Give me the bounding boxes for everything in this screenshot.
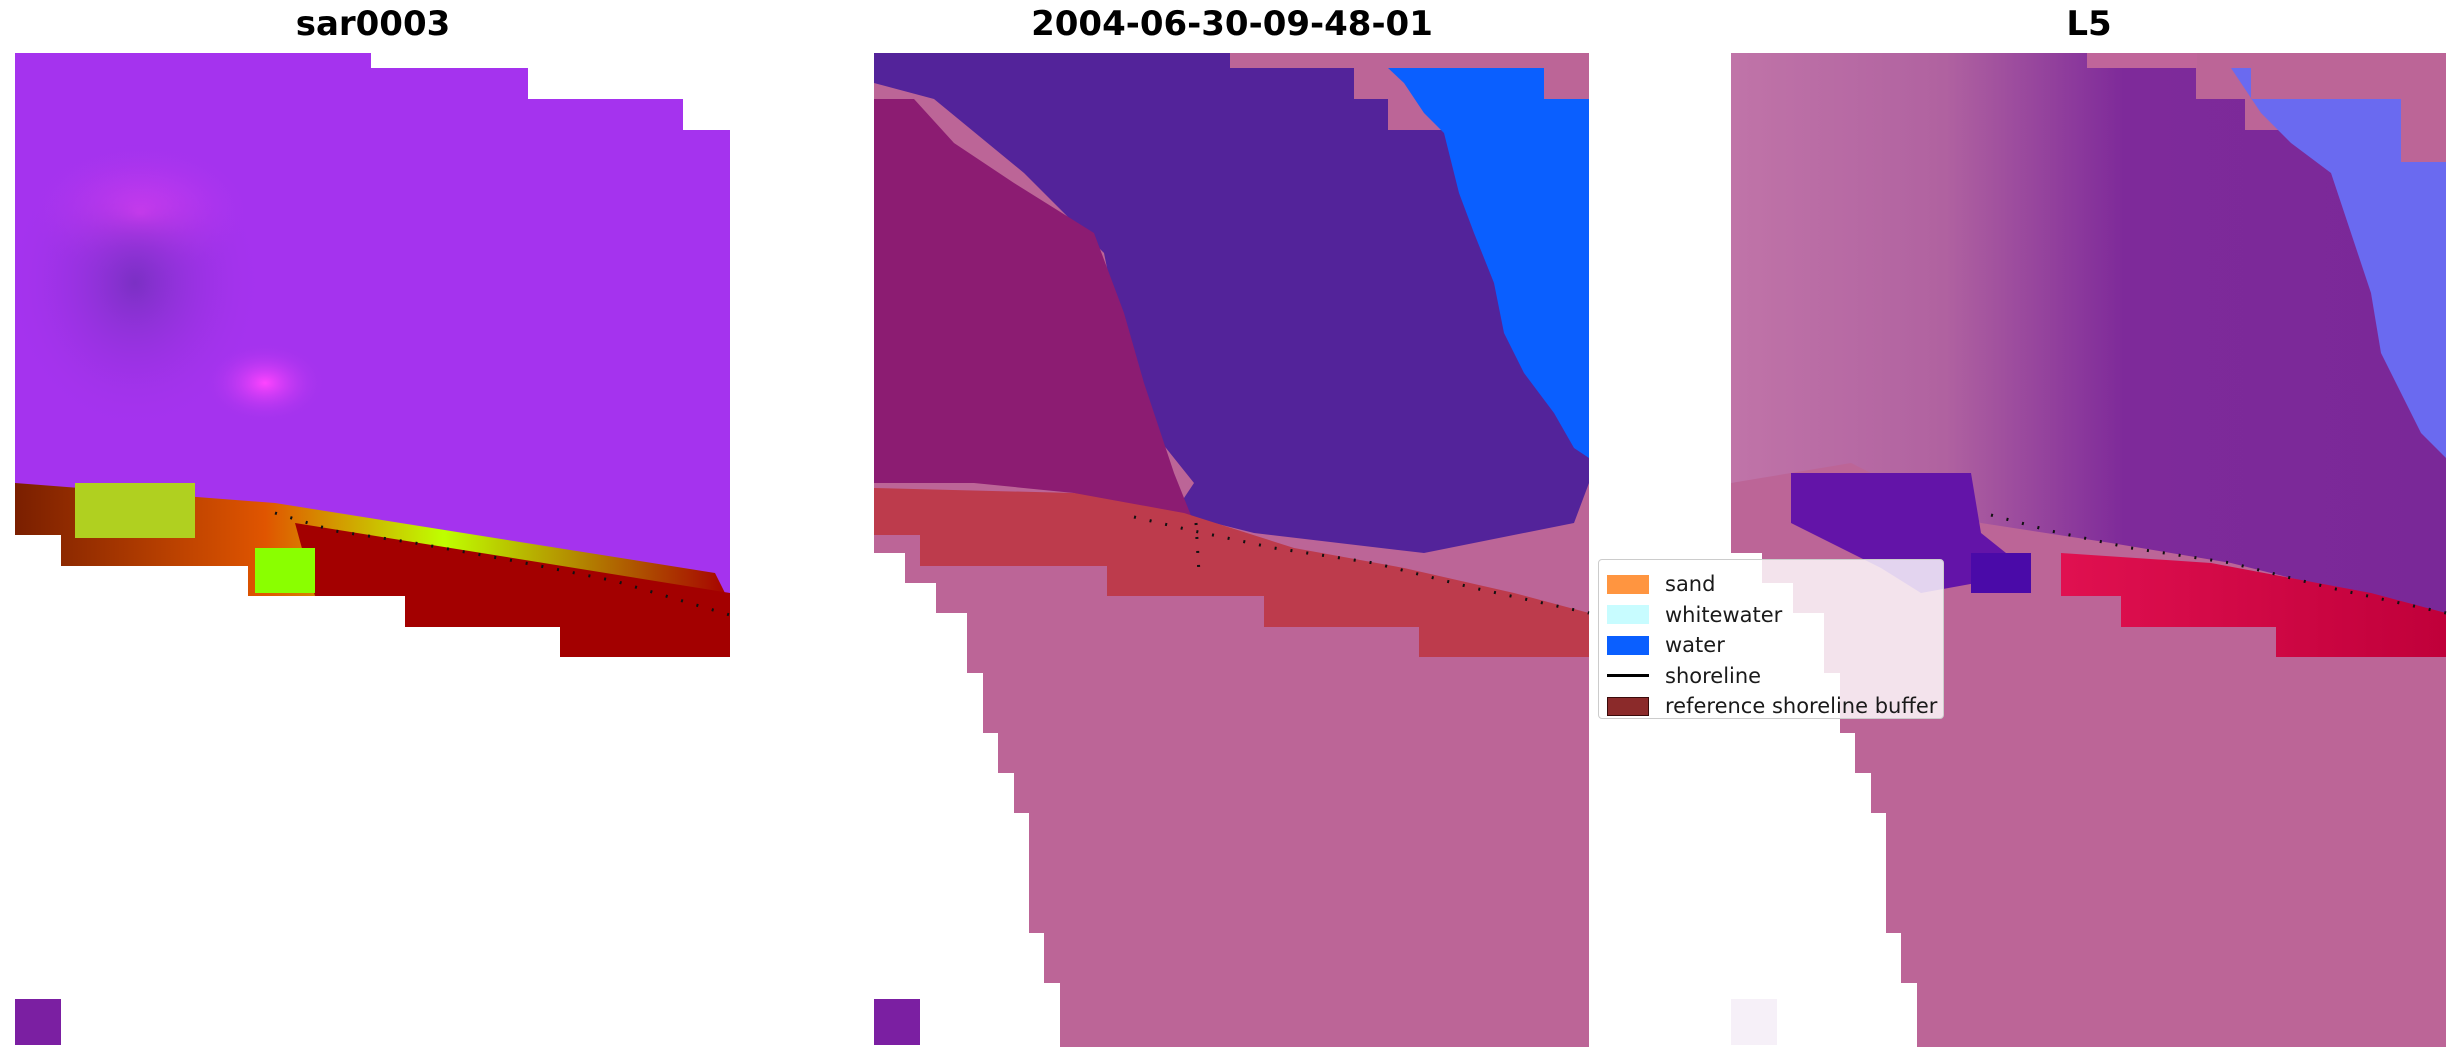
legend-label-shoreline: shoreline xyxy=(1665,663,1762,688)
rgb-red-band xyxy=(295,523,730,657)
class-water-blue xyxy=(1388,68,1589,458)
legend-label-water: water xyxy=(1665,633,1725,658)
legend-label-sand: sand xyxy=(1665,572,1716,597)
rgb-dark-patch xyxy=(15,133,265,433)
legend-line-shoreline xyxy=(1607,674,1649,678)
legend-item-reference-buffer: reference shoreline buffer xyxy=(1607,691,1938,722)
l5-pink-tab xyxy=(2087,53,2197,68)
corner-marker-faint xyxy=(1731,999,1777,1045)
legend-swatch-reference-buffer xyxy=(1607,696,1649,716)
class-title-pink-tab xyxy=(1230,53,1340,68)
legend-swatch-whitewater xyxy=(1607,605,1649,625)
l5-deep-purple-patch xyxy=(1971,553,2031,593)
legend-swatch-water xyxy=(1607,635,1649,655)
classification-image xyxy=(874,53,1590,1047)
reference-shoreline-buffer xyxy=(874,488,1589,657)
shoreline-dots xyxy=(1133,515,1590,615)
legend-label-whitewater: whitewater xyxy=(1665,602,1783,627)
panel-title-index: L5 xyxy=(2066,4,2112,44)
legend: sand whitewater water shoreline referenc… xyxy=(1598,559,1944,719)
l5-red-strip xyxy=(2061,553,2446,657)
legend-item-shoreline: shoreline xyxy=(1607,661,1935,692)
legend-label-reference-buffer: reference shoreline buffer xyxy=(1665,694,1938,719)
rgb-yellow-patch xyxy=(75,483,195,538)
corner-marker xyxy=(15,999,61,1045)
rgb-satellite-image xyxy=(15,53,731,1045)
class-dark-purple xyxy=(874,53,1589,553)
class-magenta xyxy=(874,99,1194,523)
l5-index-image xyxy=(1731,53,2447,1047)
l5-blue-water xyxy=(2231,68,2446,458)
rgb-bright-patch-2 xyxy=(205,343,325,423)
panel-title-classification: 2004-06-30-09-48-01 xyxy=(1031,4,1433,44)
legend-item-whitewater: whitewater xyxy=(1607,600,1935,631)
corner-marker xyxy=(874,999,920,1045)
legend-item-sand: sand xyxy=(1607,569,1935,600)
legend-item-water: water xyxy=(1607,630,1935,661)
legend-swatch-sand xyxy=(1607,574,1649,594)
panel-title-rgb: sar0003 xyxy=(295,4,451,44)
rgb-green-patch xyxy=(255,548,315,593)
